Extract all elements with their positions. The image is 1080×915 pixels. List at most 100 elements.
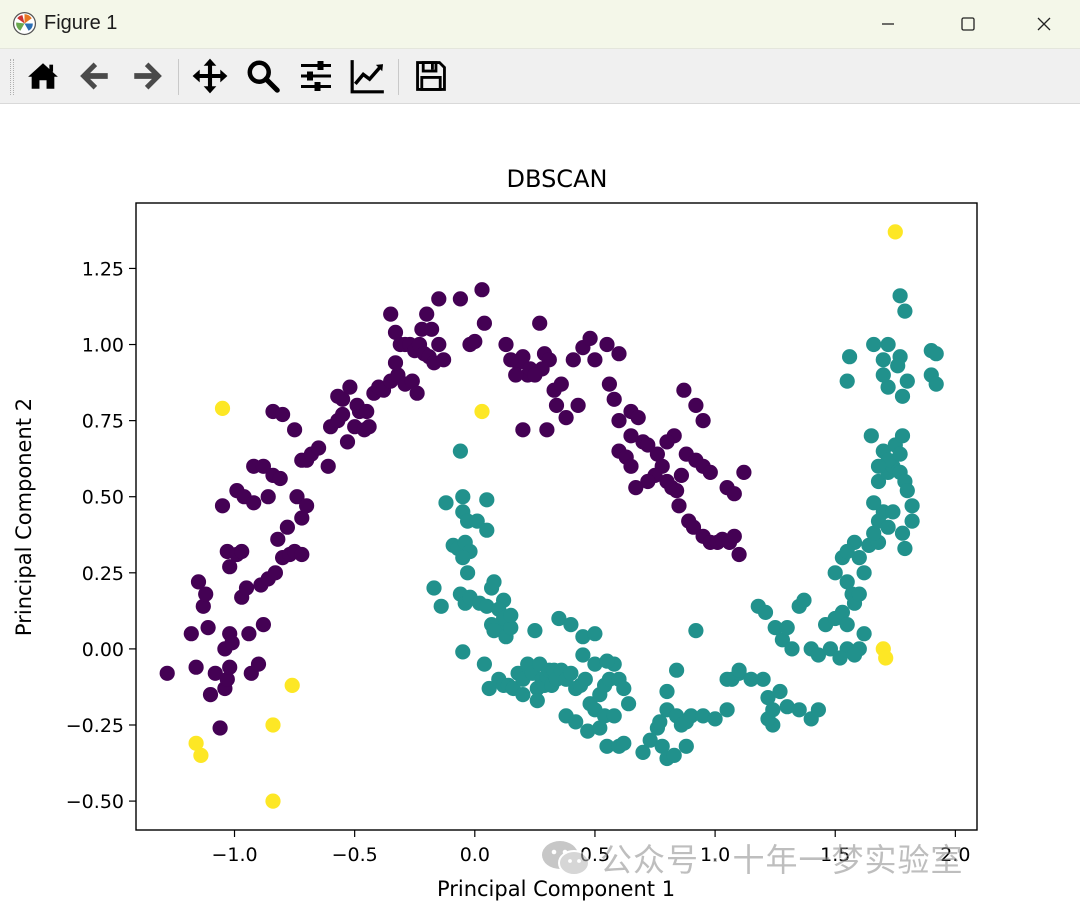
y-axis-label: Principal Component 2 (12, 398, 36, 636)
data-point (587, 656, 603, 672)
y-tick-label: −0.50 (66, 791, 124, 813)
maximize-icon (961, 17, 975, 31)
toolbar-separator (178, 59, 179, 95)
data-point (460, 565, 476, 581)
data-point (880, 519, 896, 535)
data-point (469, 513, 485, 529)
data-point (241, 626, 257, 642)
data-point (575, 629, 591, 645)
data-point (743, 671, 759, 687)
data-point (436, 352, 452, 368)
data-point (270, 531, 286, 547)
minimize-button[interactable] (848, 0, 928, 48)
configure-subplots-button[interactable] (293, 53, 339, 99)
data-point (640, 437, 656, 453)
data-point (255, 458, 271, 474)
data-point (479, 492, 495, 508)
data-point (311, 440, 327, 456)
data-point (731, 662, 747, 678)
pan-button[interactable] (187, 53, 233, 99)
home-button[interactable] (20, 53, 66, 99)
y-tick-label: −0.25 (66, 715, 124, 737)
data-point (685, 519, 702, 535)
data-point (892, 288, 908, 304)
data-point (834, 604, 851, 620)
data-point (654, 738, 670, 754)
data-point (757, 604, 774, 620)
data-point (928, 346, 944, 362)
data-point (188, 659, 204, 675)
maximize-button[interactable] (928, 0, 1008, 48)
data-point (842, 349, 858, 365)
data-point (503, 607, 519, 623)
data-point (452, 443, 468, 459)
data-point (890, 358, 906, 374)
edit-axis-button[interactable] (345, 53, 391, 99)
data-point (659, 683, 675, 700)
save-button[interactable] (408, 53, 454, 99)
data-point (486, 623, 502, 639)
zoom-button[interactable] (240, 53, 286, 99)
data-point (387, 355, 404, 371)
data-point (870, 473, 887, 490)
data-point (224, 635, 240, 651)
data-point (577, 671, 593, 687)
data-point (568, 714, 584, 730)
data-point (904, 513, 920, 529)
watermark: 公众号 · 十年一梦实验室 (540, 838, 964, 879)
data-point (827, 565, 843, 581)
data-point (866, 495, 882, 511)
data-point (810, 647, 827, 663)
scatter-chart: DBSCAN −1.0 −0.5 0.0 0.5 1.0 1.5 2.0−0.50−0.25… (0, 104, 1080, 915)
data-point (479, 598, 495, 614)
close-button[interactable] (1008, 0, 1080, 48)
configure-subplots-icon (301, 61, 331, 91)
data-point (455, 550, 471, 566)
data-point (289, 489, 305, 505)
data-point (621, 696, 637, 712)
data-point (265, 793, 281, 809)
data-point (880, 379, 896, 395)
data-point (587, 626, 603, 642)
x-tick-label: 1.5 (820, 844, 850, 866)
data-point (772, 683, 788, 700)
back-button[interactable] (72, 53, 118, 99)
data-point (592, 720, 608, 736)
data-point (606, 391, 622, 407)
toolbar-separator (398, 59, 399, 95)
data-point (553, 376, 569, 392)
x-axis-label: Principal Component 1 (437, 877, 675, 901)
back-arrow-icon (80, 62, 108, 90)
save-icon (416, 61, 446, 91)
data-point (272, 470, 288, 487)
data-point (601, 376, 618, 392)
data-point (894, 525, 911, 541)
window-title: Figure 1 (44, 12, 118, 34)
data-point (419, 306, 435, 322)
data-point (299, 498, 315, 514)
data-point (784, 641, 800, 657)
data-point (822, 641, 839, 657)
data-point (548, 397, 565, 413)
data-point (642, 732, 658, 748)
data-point (260, 489, 276, 505)
data-point (810, 702, 827, 718)
data-point (796, 592, 812, 608)
data-point (212, 720, 228, 736)
data-point (599, 336, 615, 353)
data-point (452, 291, 468, 307)
home-icon (28, 63, 58, 89)
data-point (455, 489, 471, 505)
data-point (214, 498, 231, 514)
data-point (335, 406, 351, 423)
data-points (159, 224, 944, 809)
data-point (839, 543, 855, 560)
data-point (508, 367, 524, 383)
data-point (719, 671, 735, 687)
data-point (481, 680, 497, 697)
data-point (767, 620, 783, 636)
wechat-icon (542, 841, 590, 876)
data-point (606, 708, 622, 724)
zoom-icon (247, 60, 280, 93)
forward-button[interactable] (124, 53, 170, 99)
